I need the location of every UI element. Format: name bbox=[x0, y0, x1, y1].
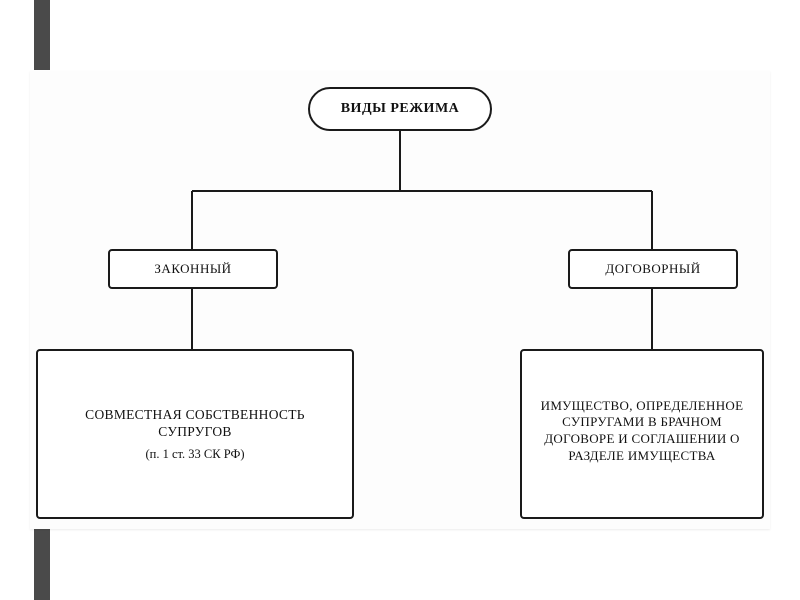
accent-bar-bottom bbox=[34, 529, 50, 600]
root-node-label: ВИДЫ РЕЖИМА bbox=[341, 100, 460, 118]
leaf-right-node: ИМУЩЕСТВО, ОПРЕДЕЛЕННОЕ СУПРУГАМИ В БРАЧ… bbox=[520, 349, 764, 519]
leaf-left-subtitle: (п. 1 ст. 33 СК РФ) bbox=[146, 446, 245, 462]
branch-right-label: ДОГОВОРНЫЙ bbox=[605, 261, 700, 278]
accent-bar-top bbox=[34, 0, 50, 70]
leaf-right-title: ИМУЩЕСТВО, ОПРЕДЕЛЕННОЕ СУПРУГАМИ В БРАЧ… bbox=[532, 398, 752, 465]
leaf-left-node: СОВМЕСТНАЯ СОБСТВЕННОСТЬ СУПРУГОВ (п. 1 … bbox=[36, 349, 354, 519]
branch-left-label: ЗАКОННЫЙ bbox=[154, 261, 231, 278]
branch-right-node: ДОГОВОРНЫЙ bbox=[568, 249, 738, 289]
root-node: ВИДЫ РЕЖИМА bbox=[308, 87, 492, 131]
diagram-panel: ВИДЫ РЕЖИМА ЗАКОННЫЙ ДОГОВОРНЫЙ СОВМЕСТН… bbox=[30, 71, 770, 529]
branch-left-node: ЗАКОННЫЙ bbox=[108, 249, 278, 289]
leaf-left-title: СОВМЕСТНАЯ СОБСТВЕННОСТЬ СУПРУГОВ bbox=[48, 406, 342, 441]
